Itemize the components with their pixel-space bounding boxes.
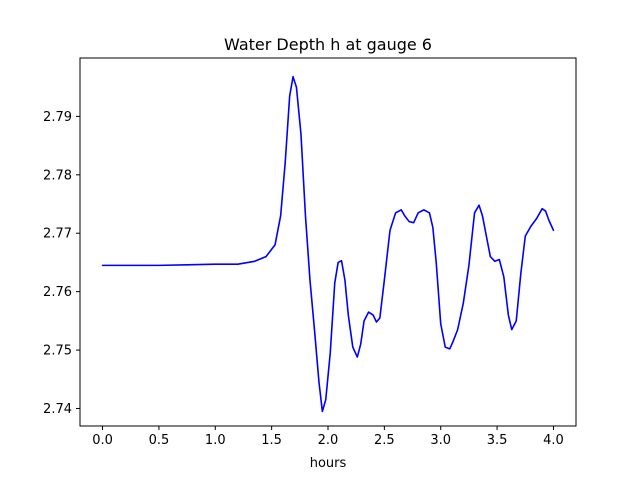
y-tick-label: 2.77 — [43, 227, 72, 242]
series-line-0 — [101, 75, 555, 413]
chart-title: Water Depth h at gauge 6 — [224, 35, 432, 54]
x-tick-label: 1.5 — [261, 433, 282, 448]
x-tick-label: 3.0 — [430, 433, 451, 448]
x-tick-label: 0.0 — [92, 433, 113, 448]
y-tick-label: 2.76 — [43, 285, 72, 300]
x-axis-label: hours — [310, 456, 347, 471]
x-tick-label: 3.5 — [487, 433, 508, 448]
x-tick-label: 2.5 — [374, 433, 395, 448]
plot-area: 0.0 0.5 1.0 1.5 2.0 2.5 3.0 3.5 4.0 2.74 2.75 2.76 2… — [43, 57, 577, 448]
x-tick-label: 4.0 — [543, 433, 564, 448]
x-tick-label: 0.5 — [149, 433, 170, 448]
y-tick-label: 2.79 — [43, 110, 72, 125]
y-tick-label: 2.78 — [43, 168, 72, 183]
y-tick-label: 2.74 — [43, 402, 72, 417]
x-tick-label: 2.0 — [318, 433, 339, 448]
y-tick-label: 2.75 — [43, 344, 72, 359]
x-tick-label: 1.0 — [205, 433, 226, 448]
